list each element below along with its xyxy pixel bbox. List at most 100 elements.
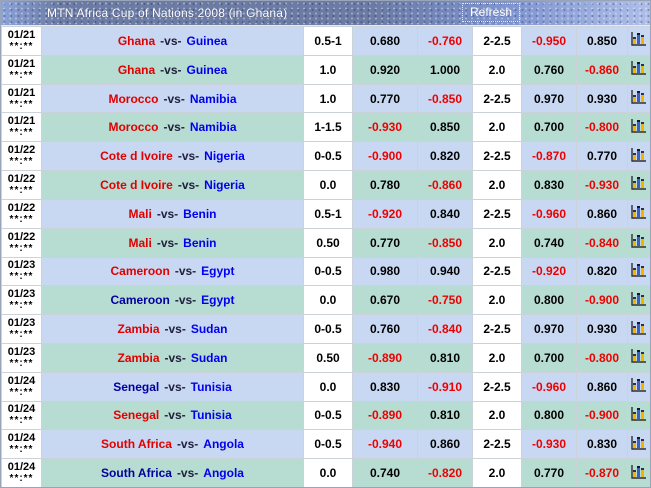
handicap-line-cell: 0.50 xyxy=(303,342,353,373)
match-cell: Zambia -vs- Sudan xyxy=(41,342,304,373)
match-cell: Mali -vs- Benin xyxy=(41,227,304,258)
odds-row: 01/23 **:** Cameroon -vs- Egypt 0.0 0.670 … xyxy=(1,285,650,316)
home-team-label: Morocco xyxy=(108,91,159,106)
handicap-line-cell: 0.0 xyxy=(303,371,353,402)
over-odds-cell: 0.700 xyxy=(521,112,577,143)
bar-chart-icon xyxy=(630,349,646,364)
odds-history-chart-button[interactable] xyxy=(630,204,648,220)
match-time-masked: **:** xyxy=(9,184,34,196)
handicap-line-cell: 1.0 xyxy=(303,54,353,85)
over-odds-cell: 0.800 xyxy=(521,400,577,431)
away-team-label: Tunisia xyxy=(190,379,232,394)
odds-row: 01/23 **:** Zambia -vs- Sudan 0-0.5 0.760 … xyxy=(1,314,650,344)
vs-label: -vs- xyxy=(164,408,186,423)
match-date: 01/21 xyxy=(7,115,36,128)
odds-history-chart-button[interactable] xyxy=(630,464,648,480)
under-odds-cell: -0.860 xyxy=(576,54,628,85)
odds-history-chart-button[interactable] xyxy=(630,377,648,393)
match-cell: Morocco -vs- Namibia xyxy=(41,83,304,114)
match-date: 01/21 xyxy=(7,86,36,99)
bar-chart-icon xyxy=(630,320,646,335)
away-odds-cell: 0.810 xyxy=(417,342,473,373)
match-time-masked: **:** xyxy=(9,40,34,52)
odds-history-chart-button[interactable] xyxy=(630,233,648,249)
over-odds-cell: -0.930 xyxy=(521,429,577,460)
away-team-label: Angola xyxy=(203,466,244,481)
odds-history-chart-button[interactable] xyxy=(630,147,648,163)
total-line-cell: 2-2.5 xyxy=(472,141,522,172)
page-title: MTN Africa Cup of Nations 2008 (in Ghana… xyxy=(47,6,288,20)
vs-label: -vs- xyxy=(176,437,199,452)
total-line-cell: 2.0 xyxy=(472,112,522,143)
chart-icon-cell xyxy=(627,342,650,373)
title-bar: MTN Africa Cup of Nations 2008 (in Ghana… xyxy=(1,1,650,26)
match-cell: Cameroon -vs- Egypt xyxy=(41,285,304,316)
match-date: 01/24 xyxy=(7,374,36,387)
bar-chart-icon xyxy=(630,90,646,104)
vs-label: -vs- xyxy=(164,322,186,337)
away-odds-cell: -0.750 xyxy=(417,285,473,316)
match-cell: Senegal -vs- Tunisia xyxy=(41,371,304,402)
home-odds-cell: -0.900 xyxy=(352,141,418,172)
under-odds-cell: -0.930 xyxy=(576,170,628,200)
home-team-label: Ghana xyxy=(117,62,156,77)
over-odds-cell: -0.950 xyxy=(521,26,577,56)
odds-history-chart-button[interactable] xyxy=(630,348,648,364)
home-team-label: Cameroon xyxy=(110,293,170,308)
total-line-cell: 2.0 xyxy=(472,342,522,373)
odds-row: 01/22 **:** Cote d Ivoire -vs- Nigeria 0-0… xyxy=(1,141,650,172)
odds-history-chart-button[interactable] xyxy=(630,291,648,307)
match-date: 01/23 xyxy=(7,288,36,301)
under-odds-cell: 0.820 xyxy=(576,256,628,287)
match-date: 01/22 xyxy=(7,230,36,243)
away-odds-cell: -0.840 xyxy=(417,314,473,344)
odds-history-chart-button[interactable] xyxy=(630,118,648,134)
home-team-label: Cameroon xyxy=(110,264,170,279)
odds-history-chart-button[interactable] xyxy=(630,89,648,105)
chart-icon-cell xyxy=(627,227,650,258)
odds-history-chart-button[interactable] xyxy=(630,406,648,422)
odds-row: 01/21 **:** Ghana -vs- Guinea 0.5-1 0.680 … xyxy=(1,26,650,56)
chart-icon-cell xyxy=(627,400,650,431)
home-odds-cell: 0.920 xyxy=(352,54,418,85)
odds-history-chart-button[interactable] xyxy=(630,320,648,336)
chart-icon-cell xyxy=(627,26,650,56)
under-odds-cell: 0.850 xyxy=(576,26,628,56)
odds-history-chart-button[interactable] xyxy=(630,175,648,191)
date-cell: 01/22 **:** xyxy=(1,141,42,172)
match-date: 01/23 xyxy=(7,259,36,272)
over-odds-cell: -0.920 xyxy=(521,256,577,287)
odds-history-chart-button[interactable] xyxy=(630,262,648,278)
odds-row: 01/22 **:** Mali -vs- Benin 0.5-1 -0.920 0… xyxy=(1,198,650,229)
odds-row: 01/23 **:** Zambia -vs- Sudan 0.50 -0.890 … xyxy=(1,342,650,373)
home-odds-cell: -0.890 xyxy=(352,400,418,431)
away-team-label: Namibia xyxy=(189,120,237,135)
vs-label: -vs- xyxy=(177,177,200,192)
odds-history-chart-button[interactable] xyxy=(630,60,648,76)
date-cell: 01/22 **:** xyxy=(1,198,42,229)
date-cell: 01/21 **:** xyxy=(1,26,42,56)
bar-chart-icon xyxy=(630,406,646,421)
home-team-label: Morocco xyxy=(108,120,159,135)
away-odds-cell: 0.820 xyxy=(417,141,473,172)
home-odds-cell: 0.980 xyxy=(352,256,418,287)
under-odds-cell: 0.830 xyxy=(576,429,628,460)
home-odds-cell: 0.770 xyxy=(352,227,418,258)
match-time-masked: **:** xyxy=(9,444,34,456)
odds-history-chart-button[interactable] xyxy=(630,31,648,47)
vs-label: -vs- xyxy=(176,466,199,481)
odds-row: 01/21 **:** Ghana -vs- Guinea 1.0 0.920 1.… xyxy=(1,54,650,85)
away-team-label: Sudan xyxy=(190,322,228,337)
date-cell: 01/21 **:** xyxy=(1,54,42,85)
bar-chart-icon xyxy=(630,176,646,191)
home-odds-cell: 0.760 xyxy=(352,314,418,344)
odds-row: 01/21 **:** Morocco -vs- Namibia 1.0 0.770… xyxy=(1,83,650,114)
total-line-cell: 2.0 xyxy=(472,170,522,200)
refresh-button[interactable]: Refresh xyxy=(461,3,521,22)
under-odds-cell: -0.900 xyxy=(576,285,628,316)
away-team-label: Nigeria xyxy=(204,177,245,192)
match-date: 01/22 xyxy=(7,144,36,157)
chart-icon-cell xyxy=(627,198,650,229)
odds-history-chart-button[interactable] xyxy=(630,435,648,451)
away-team-label: Egypt xyxy=(201,264,235,279)
